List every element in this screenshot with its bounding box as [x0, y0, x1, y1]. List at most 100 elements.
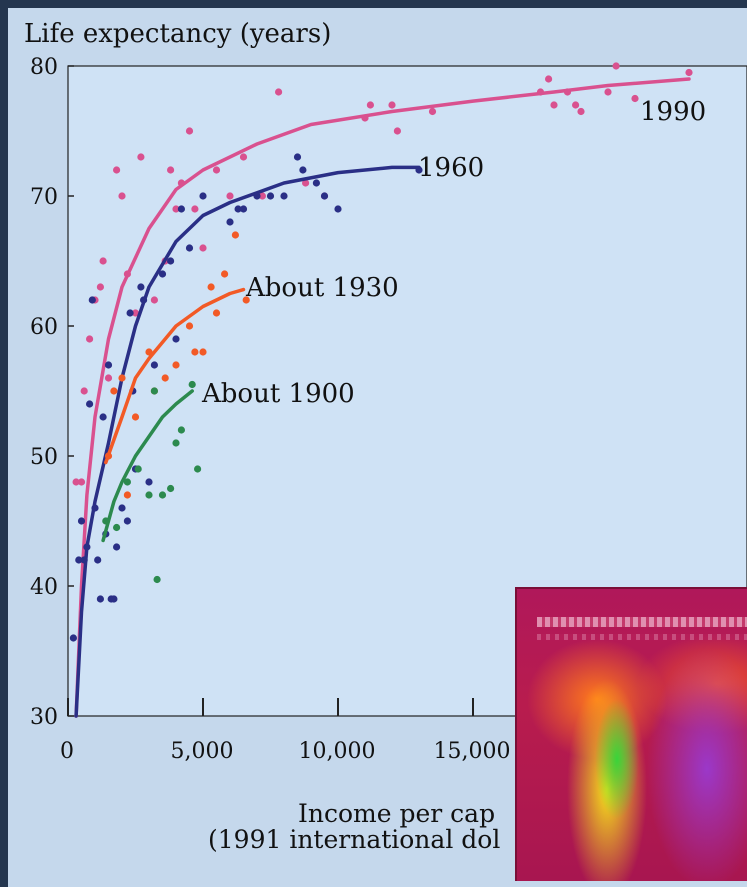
x-tick-label-15000: 15,000 [434, 739, 511, 764]
inset-image [515, 587, 747, 881]
point-1960-1 [75, 556, 83, 564]
point-1960-40 [320, 192, 329, 200]
point-1990-25 [275, 88, 283, 96]
point-1990-3 [86, 335, 94, 343]
point-about-1930-1 [110, 387, 118, 395]
point-1960-7 [91, 504, 99, 512]
point-1990-32 [428, 107, 437, 116]
point-1990-37 [572, 101, 580, 109]
point-1960-36 [280, 192, 288, 200]
point-about-1930-11 [199, 348, 207, 356]
series-curve-1960 [74, 165, 421, 718]
point-1960-26 [167, 257, 175, 265]
inset-banner-subtext [537, 634, 747, 640]
point-about-1930-13 [212, 309, 221, 317]
y-tick-label-50: 50 [30, 445, 58, 470]
point-about-1930-5 [145, 348, 153, 356]
point-about-1930-15 [231, 231, 239, 239]
point-1990-16 [172, 205, 180, 213]
point-1960-16 [118, 504, 126, 512]
point-1960-39 [312, 179, 320, 187]
point-1960-18 [126, 309, 134, 317]
series-label-1990: 1990 [640, 97, 706, 127]
point-1960-28 [177, 205, 185, 213]
point-1990-18 [185, 127, 194, 135]
series-label-about-1900: About 1900 [201, 379, 355, 409]
point-1990-40 [612, 62, 620, 70]
x-axis-label-line2: (1991 international dol [208, 825, 500, 854]
y-tick-label-30: 30 [30, 705, 58, 730]
point-1990-0 [72, 478, 80, 486]
series-label-1960: 1960 [418, 153, 484, 183]
point-1960-5 [86, 400, 94, 408]
point-about-1900-0 [102, 517, 110, 525]
point-1990-13 [150, 296, 158, 304]
series-labels: 1990 1960 About 1930 About 1900 [201, 97, 706, 409]
point-1990-41 [631, 94, 639, 103]
point-1990-2 [80, 387, 88, 395]
point-1990-19 [191, 205, 199, 213]
point-about-1900-5 [150, 387, 158, 395]
point-1960-29 [185, 244, 194, 252]
series-curve-1990 [74, 77, 691, 718]
y-axis: 30 40 50 60 70 80 [30, 55, 74, 730]
point-about-1900-7 [158, 491, 167, 499]
series-curve-about-1900 [101, 389, 194, 543]
point-1990-12 [137, 153, 145, 161]
point-1990-23 [239, 153, 248, 161]
point-about-1900-2 [123, 478, 131, 486]
x-axis: 0 5,000 10,000 15,000 [60, 698, 510, 764]
y-tick-label-80: 80 [30, 55, 58, 80]
point-1960-38 [299, 166, 307, 174]
point-about-1900-3 [134, 465, 142, 473]
point-about-1900-11 [188, 380, 196, 389]
series-curve-about-1930 [104, 287, 246, 465]
point-1960-15 [113, 543, 121, 551]
series-layer [69, 62, 693, 718]
point-1990-22 [226, 192, 234, 200]
point-1990-11 [131, 309, 140, 317]
point-1990-6 [99, 257, 107, 265]
point-1960-30 [199, 192, 207, 200]
point-1990-15 [167, 166, 175, 174]
point-about-1900-8 [167, 484, 175, 493]
point-about-1930-3 [123, 491, 131, 499]
x-axis-label-line1: Income per cap [298, 799, 495, 828]
point-about-1930-7 [161, 374, 169, 382]
point-about-1930-9 [185, 322, 194, 330]
x-tick-label-0: 0 [60, 739, 74, 764]
point-about-1930-10 [191, 348, 199, 356]
inset-banner-text [537, 617, 747, 627]
point-1990-33 [536, 88, 545, 96]
point-1960-12 [104, 361, 113, 369]
point-1990-35 [550, 101, 558, 109]
point-about-1900-1 [113, 523, 121, 532]
point-1990-42 [685, 68, 693, 77]
point-1990-38 [577, 107, 585, 116]
point-1990-28 [361, 114, 369, 122]
point-1960-21 [137, 283, 145, 291]
point-about-1930-2 [118, 374, 126, 382]
point-1990-5 [96, 283, 104, 291]
point-1990-7 [104, 374, 113, 382]
point-1960-9 [96, 595, 104, 603]
point-about-1900-6 [153, 575, 161, 584]
point-1990-36 [563, 88, 572, 96]
point-about-1930-8 [172, 361, 180, 369]
point-about-1900-10 [177, 426, 185, 434]
point-1990-20 [199, 244, 207, 252]
point-1990-29 [366, 101, 374, 109]
point-1960-32 [234, 205, 242, 213]
x-tick-label-5000: 5,000 [171, 739, 234, 764]
point-about-1900-9 [172, 439, 180, 447]
point-1960-34 [253, 192, 261, 200]
point-1960-25 [158, 270, 167, 278]
chart-frame: Life expectancy (years) 30 40 50 60 70 80 0 5,… [8, 8, 747, 887]
point-1990-39 [604, 88, 612, 96]
point-1990-10 [123, 270, 131, 278]
point-about-1930-4 [131, 413, 140, 421]
series-label-about-1930: About 1930 [245, 273, 399, 303]
y-tick-label-60: 60 [30, 315, 58, 340]
point-about-1930-12 [207, 283, 215, 291]
point-1960-17 [123, 517, 131, 525]
